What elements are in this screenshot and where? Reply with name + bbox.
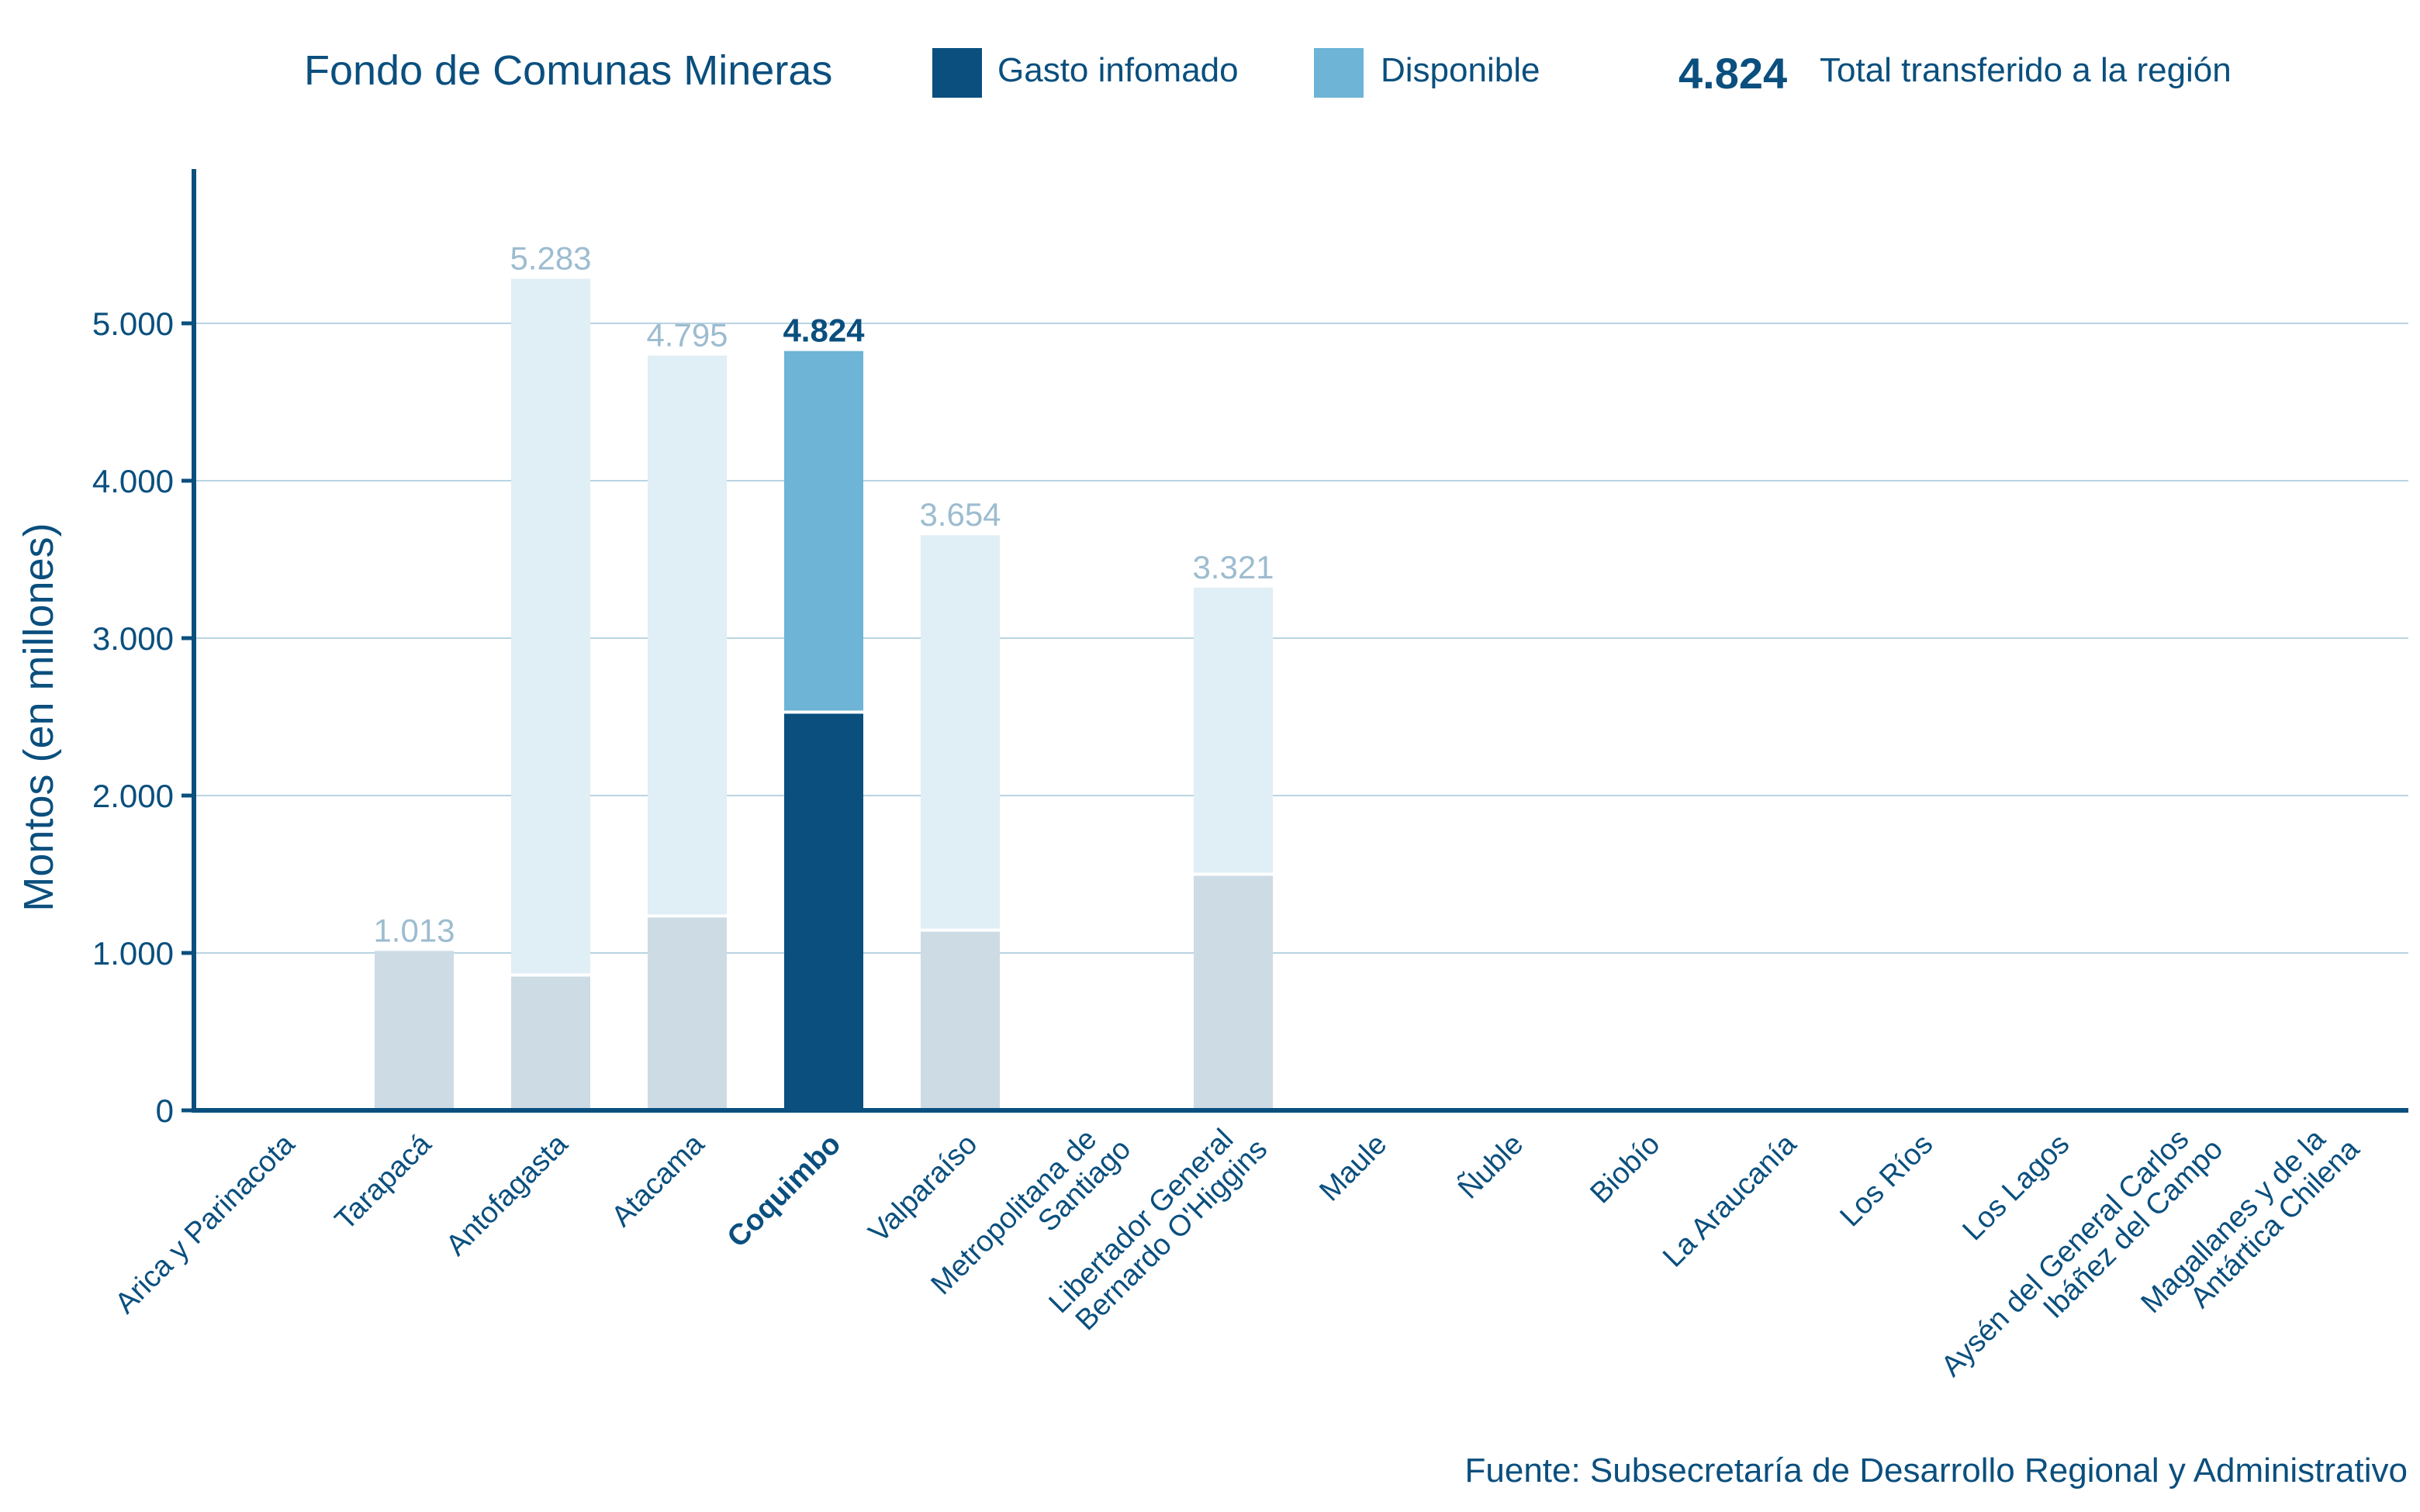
bar-segment-spent	[511, 976, 590, 1110]
x-tick-label-line: Los Lagos	[1957, 1128, 2076, 1248]
x-tick-label-line: Ñuble	[1452, 1127, 1530, 1206]
x-tick-label: Maule	[1313, 1128, 1393, 1208]
x-tick-label-line: Arica y Parinacota	[109, 1127, 302, 1320]
bar-segment-available	[648, 355, 727, 915]
labels: 0 1.000 2.000 3.000 4.000 5.000 Arica y Parina…	[16, 240, 2366, 1383]
bar-segment-available	[511, 278, 590, 974]
bar-total-label: 4.795	[646, 317, 728, 354]
y-tick-label: 2.000	[92, 778, 174, 814]
x-tick-label: La Araucanía	[1657, 1127, 1803, 1274]
bar-segment-available	[921, 535, 1000, 929]
x-tick-label-line: Maule	[1313, 1128, 1393, 1208]
bar-segment-spent	[375, 951, 454, 1110]
x-tick-label: Arica y Parinacota	[109, 1127, 302, 1320]
x-tick-label: Los Ríos	[1834, 1128, 1940, 1234]
bar-total-label: 1.013	[373, 912, 455, 948]
legend-total-value: 4.824	[1678, 49, 1788, 98]
x-tick-label-line: Atacama	[606, 1127, 711, 1233]
y-tick-label: 5.000	[92, 306, 174, 342]
y-tick-label: 0	[156, 1093, 174, 1129]
bar-total-label: 4.824	[783, 312, 865, 349]
bar-total-label: 3.321	[1192, 549, 1274, 585]
bar-segment-spent	[921, 931, 1000, 1110]
legend-title: Fondo de Comunas Mineras	[304, 47, 833, 94]
bar-total-label: 5.283	[510, 240, 591, 277]
x-tick-label-line: Biobío	[1584, 1128, 1666, 1210]
x-tick-label: Biobío	[1584, 1128, 1666, 1210]
legend-total-label: Total transferido a la región	[1820, 51, 2232, 89]
bar-segment-spent	[648, 917, 727, 1110]
x-tick-label: Atacama	[606, 1127, 711, 1233]
bar-segment-available	[784, 350, 863, 711]
legend-label-spent: Gasto infomado	[997, 51, 1239, 89]
y-tick-label: 4.000	[92, 463, 174, 499]
y-axis-title: Montos (en millones)	[16, 523, 62, 911]
x-tick-label-line: Tarapacá	[329, 1127, 438, 1237]
x-tick-label-line: Antofagasta	[440, 1127, 575, 1262]
legend: Fondo de Comunas Mineras Gasto infomado …	[0, 43, 2420, 98]
y-tick-label: 3.000	[92, 620, 174, 657]
x-tick-label-line: La Araucanía	[1657, 1127, 1803, 1274]
x-tick-label: Valparaíso	[863, 1128, 984, 1249]
x-tick-label-line: Valparaíso	[863, 1128, 984, 1249]
y-tick-label: 1.000	[92, 935, 174, 972]
legend-label-available: Disponible	[1381, 51, 1540, 89]
bar-segment-available	[1194, 587, 1273, 873]
x-tick-label: Tarapacá	[329, 1127, 438, 1237]
legend-swatch-spent	[932, 48, 982, 98]
source-note: Fuente: Subsecretaría de Desarrollo Regi…	[1464, 1452, 2408, 1490]
x-tick-label: Coquimbo	[721, 1128, 848, 1255]
x-tick-label-line: Los Ríos	[1834, 1128, 1940, 1234]
axes	[182, 169, 2408, 1113]
x-tick-label: Ñuble	[1452, 1127, 1530, 1206]
legend-swatch-available	[1314, 48, 1364, 98]
bars	[375, 278, 1273, 1110]
x-tick-label: Antofagasta	[440, 1127, 575, 1262]
x-tick-label-line: Aysén del General Carlos	[1935, 1123, 2195, 1383]
bar-segment-spent	[784, 713, 863, 1110]
x-tick-label-line: Coquimbo	[721, 1128, 848, 1255]
bar-segment-spent	[1194, 875, 1273, 1110]
bar-total-label: 3.654	[919, 496, 1001, 533]
x-tick-label: Los Lagos	[1957, 1128, 2076, 1248]
